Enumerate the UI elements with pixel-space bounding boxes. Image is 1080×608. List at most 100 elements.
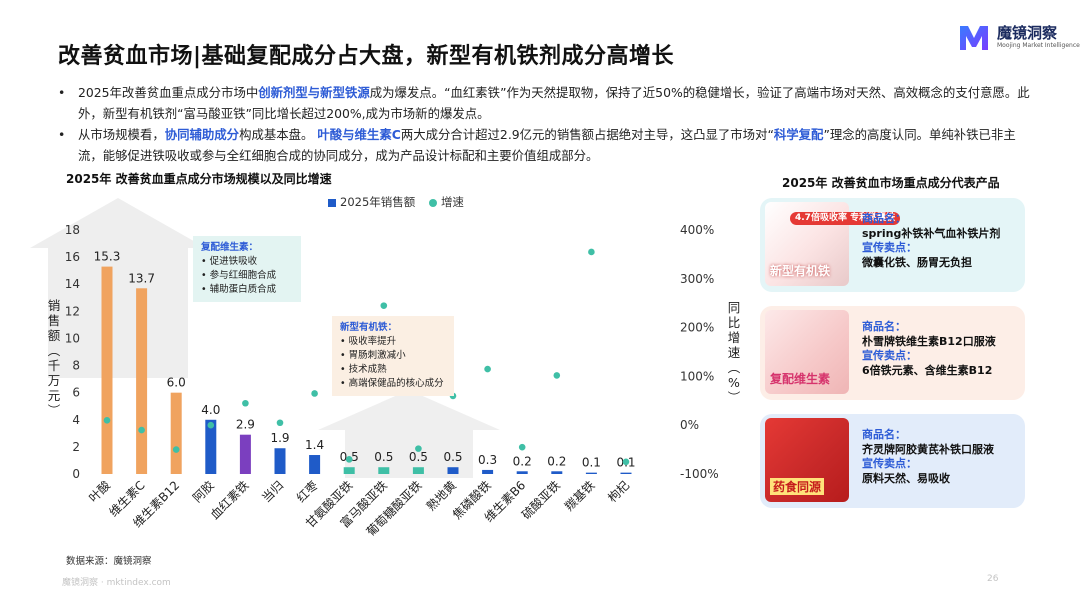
note-item: 促进铁吸收	[201, 255, 293, 269]
brand-logo: 魔镜洞察 Moojing Market Intelligence	[957, 20, 1080, 54]
y-tick-label: 16	[65, 250, 80, 264]
legend-bar-swatch	[328, 198, 336, 207]
growth-dot	[622, 458, 630, 466]
category-label: 枸杞	[605, 478, 633, 506]
axis-label-char: 同	[727, 300, 741, 315]
bar-value-label: 15.3	[94, 250, 121, 264]
bar	[343, 467, 355, 474]
product-card: 复配维生素 商品名： 朴雪牌铁维生素B12口服液 宣传卖点： 6倍铁元素、含维生…	[760, 306, 1025, 400]
bar-value-label: 6.0	[167, 376, 186, 390]
footer-watermark: 魔镜洞察 · mktindex.com	[62, 578, 171, 588]
axis-label-char: %	[728, 375, 740, 390]
note-item: 高端保健品的核心成分	[340, 377, 446, 391]
product-point: 原料天然、易吸收	[862, 471, 950, 485]
product-point-label: 宣传卖点：	[862, 457, 917, 470]
bar	[136, 288, 148, 474]
growth-dot	[138, 426, 145, 434]
legend-dot-label: 增速	[440, 195, 464, 209]
y-tick-label: 0	[72, 467, 80, 481]
y-tick-label: 10	[65, 331, 80, 345]
product-image-tag: 4.7倍吸收率 专利微囊铁	[790, 212, 901, 225]
legend-dot-swatch	[428, 198, 437, 207]
product-name: 齐灵牌阿胶黄芪补铁口服液	[862, 442, 994, 456]
bar-value-label: 0.1	[582, 456, 601, 470]
bar	[378, 467, 390, 474]
bullet-text: 2025年改善贫血重点成分市场中	[78, 85, 259, 100]
product-name-label: 商品名：	[862, 212, 906, 225]
growth-dot	[276, 419, 284, 427]
bullet-text: 从市场规模看，	[78, 127, 165, 142]
logo-m-icon	[960, 26, 988, 50]
page-number: 26	[987, 574, 999, 584]
growth-dot	[311, 390, 318, 397]
y2-tick-label: 100%	[680, 369, 714, 383]
bar-value-label: 0.5	[374, 450, 393, 464]
bar-value-label: 1.4	[305, 438, 324, 452]
products-title: 2025年 改善贫血市场重点成分代表产品	[782, 176, 1000, 190]
axis-label-char: 额	[47, 328, 61, 343]
growth-dot	[172, 446, 180, 453]
growth-dot	[484, 365, 491, 373]
bar	[516, 471, 528, 474]
highlight-text: 协同辅助成分	[164, 127, 240, 142]
bullet-text: 两大成分合计超过2.9亿元的销售额占据绝对主导，这凸显了市场对“	[400, 127, 774, 142]
axis-label-char: 速	[727, 345, 741, 360]
product-name-label: 商品名：	[862, 428, 906, 441]
growth-dot	[415, 445, 422, 452]
bullet-text: 成为爆发点。“血红素铁”作为天然提取物，保持了近50%的稳健增长，验证了高端市场…	[78, 85, 1030, 121]
growth-dot	[380, 302, 388, 309]
axis-label-char: 万	[47, 373, 61, 388]
bar	[447, 467, 459, 474]
bar-value-label: 0.5	[443, 450, 462, 464]
axis-label-char: ︵	[727, 360, 741, 375]
product-info: 商品名： 朴雪牌铁维生素B12口服液 宣传卖点： 6倍铁元素、含维生素B12	[862, 320, 1020, 378]
growth-dot	[103, 417, 111, 424]
axis-label-char: ︶	[47, 403, 61, 418]
axis-label-char: ︵	[47, 343, 61, 358]
bar	[412, 467, 424, 474]
y-tick-label: 8	[72, 359, 80, 373]
product-card: 4.7倍吸收率 专利微囊铁 新型有机铁 商品名： spring补铁补气血补铁片剂…	[760, 198, 1025, 292]
axis-label-char: 千	[47, 358, 61, 373]
note-title: 新型有机铁：	[340, 322, 398, 333]
background-arrow-left	[30, 198, 206, 378]
y2-axis-label: 同比增速 ︵% ︶	[724, 300, 744, 405]
bar-value-label: 13.7	[128, 271, 155, 285]
growth-dot	[553, 372, 561, 379]
category-label: 叶酸	[86, 478, 114, 506]
bullet-marker: •	[58, 85, 66, 100]
bar-value-label: 1.9	[270, 431, 289, 445]
note-item: 胃肠刺激减小	[340, 349, 446, 363]
bar	[239, 434, 251, 474]
bar-value-label: 0.2	[513, 454, 532, 468]
bar-value-label: 4.0	[201, 403, 220, 417]
logo-text: 魔镜洞察	[997, 24, 1058, 42]
axis-label-char: 增	[727, 330, 741, 345]
chart-legend: 2025年销售额 增速	[328, 194, 464, 210]
y-tick-label: 6	[72, 386, 80, 400]
bar	[585, 472, 597, 474]
note-organic-iron: 新型有机铁： 吸收率提升 胃肠刺激减小 技术成熟 高端保健品的核心成分	[332, 316, 454, 396]
bar	[170, 392, 182, 474]
growth-dot	[207, 421, 215, 429]
growth-dot	[588, 248, 595, 256]
axis-label-char: 售	[47, 313, 61, 328]
y-tick-label: 18	[65, 223, 80, 237]
growth-dot	[242, 399, 249, 407]
y-tick-label: 4	[72, 413, 80, 427]
note-item: 吸收率提升	[340, 335, 446, 349]
bar-value-label: 0.3	[478, 453, 497, 467]
product-point: 微囊化铁、肠胃无负担	[862, 255, 972, 269]
summary-bullet: • 从市场规模看，协同辅助成分构成基本盘。 叶酸与维生素C两大成分合计超过2.9亿…	[58, 124, 1038, 166]
product-category-badge: 药食同源	[770, 478, 825, 495]
product-name: spring补铁补气血补铁片剂	[862, 226, 1001, 240]
axis-label-char: ︶	[727, 390, 741, 405]
growth-dot	[345, 456, 353, 463]
product-point-label: 宣传卖点：	[862, 349, 917, 362]
y-axis-label: 销售额 ︵ 千万元 ︶	[44, 298, 64, 418]
bar	[274, 448, 286, 474]
axis-label-char: 元	[47, 388, 61, 403]
highlight-text: 创新剂型与新型铁源	[258, 85, 370, 100]
bar	[482, 469, 494, 474]
bar	[101, 266, 113, 474]
